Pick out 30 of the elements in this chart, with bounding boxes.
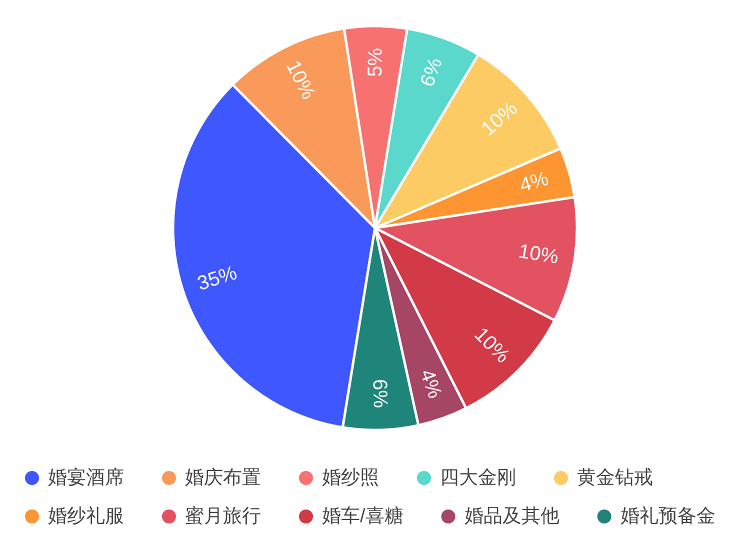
data-label: 10% [477,97,522,140]
legend-item: 婚车/喜糖 [299,506,404,527]
legend-item: 黄金钻戒 [554,468,653,488]
data-label: 6% [416,55,447,90]
legend-label: 婚品及其他 [464,506,560,527]
legend-label: 婚车/喜糖 [322,506,404,527]
legend-label: 婚纱礼服 [48,506,124,527]
legend-item: 婚宴酒席 [25,468,124,488]
legend-item: 婚品及其他 [441,506,560,527]
legend-label: 四大金刚 [440,468,516,488]
legend-item: 四大金刚 [417,468,516,488]
data-label: 4% [517,168,552,197]
data-label: 10% [517,240,560,269]
data-label: 35% [194,262,240,296]
legend-item: 婚礼预备金 [597,506,716,527]
data-label: 6% [368,378,392,408]
legend-label: 婚礼预备金 [620,506,716,527]
data-label: 10% [470,324,514,368]
legend-label: 婚宴酒席 [48,466,124,488]
legend-label: 婚纱照 [322,468,379,488]
legend-label: 黄金钻戒 [577,468,653,488]
legend-item: 蜜月旅行 [162,506,261,527]
data-label: 5% [364,48,387,77]
data-label: 10% [281,57,320,103]
legend-item: 婚庆布置 [162,468,261,488]
legend-label: 蜜月旅行 [185,505,261,527]
legend-label: 婚庆布置 [185,466,261,488]
data-label: 4% [415,366,446,402]
legend-item: 婚纱照 [299,468,379,488]
legend-item: 婚纱礼服 [25,506,124,527]
